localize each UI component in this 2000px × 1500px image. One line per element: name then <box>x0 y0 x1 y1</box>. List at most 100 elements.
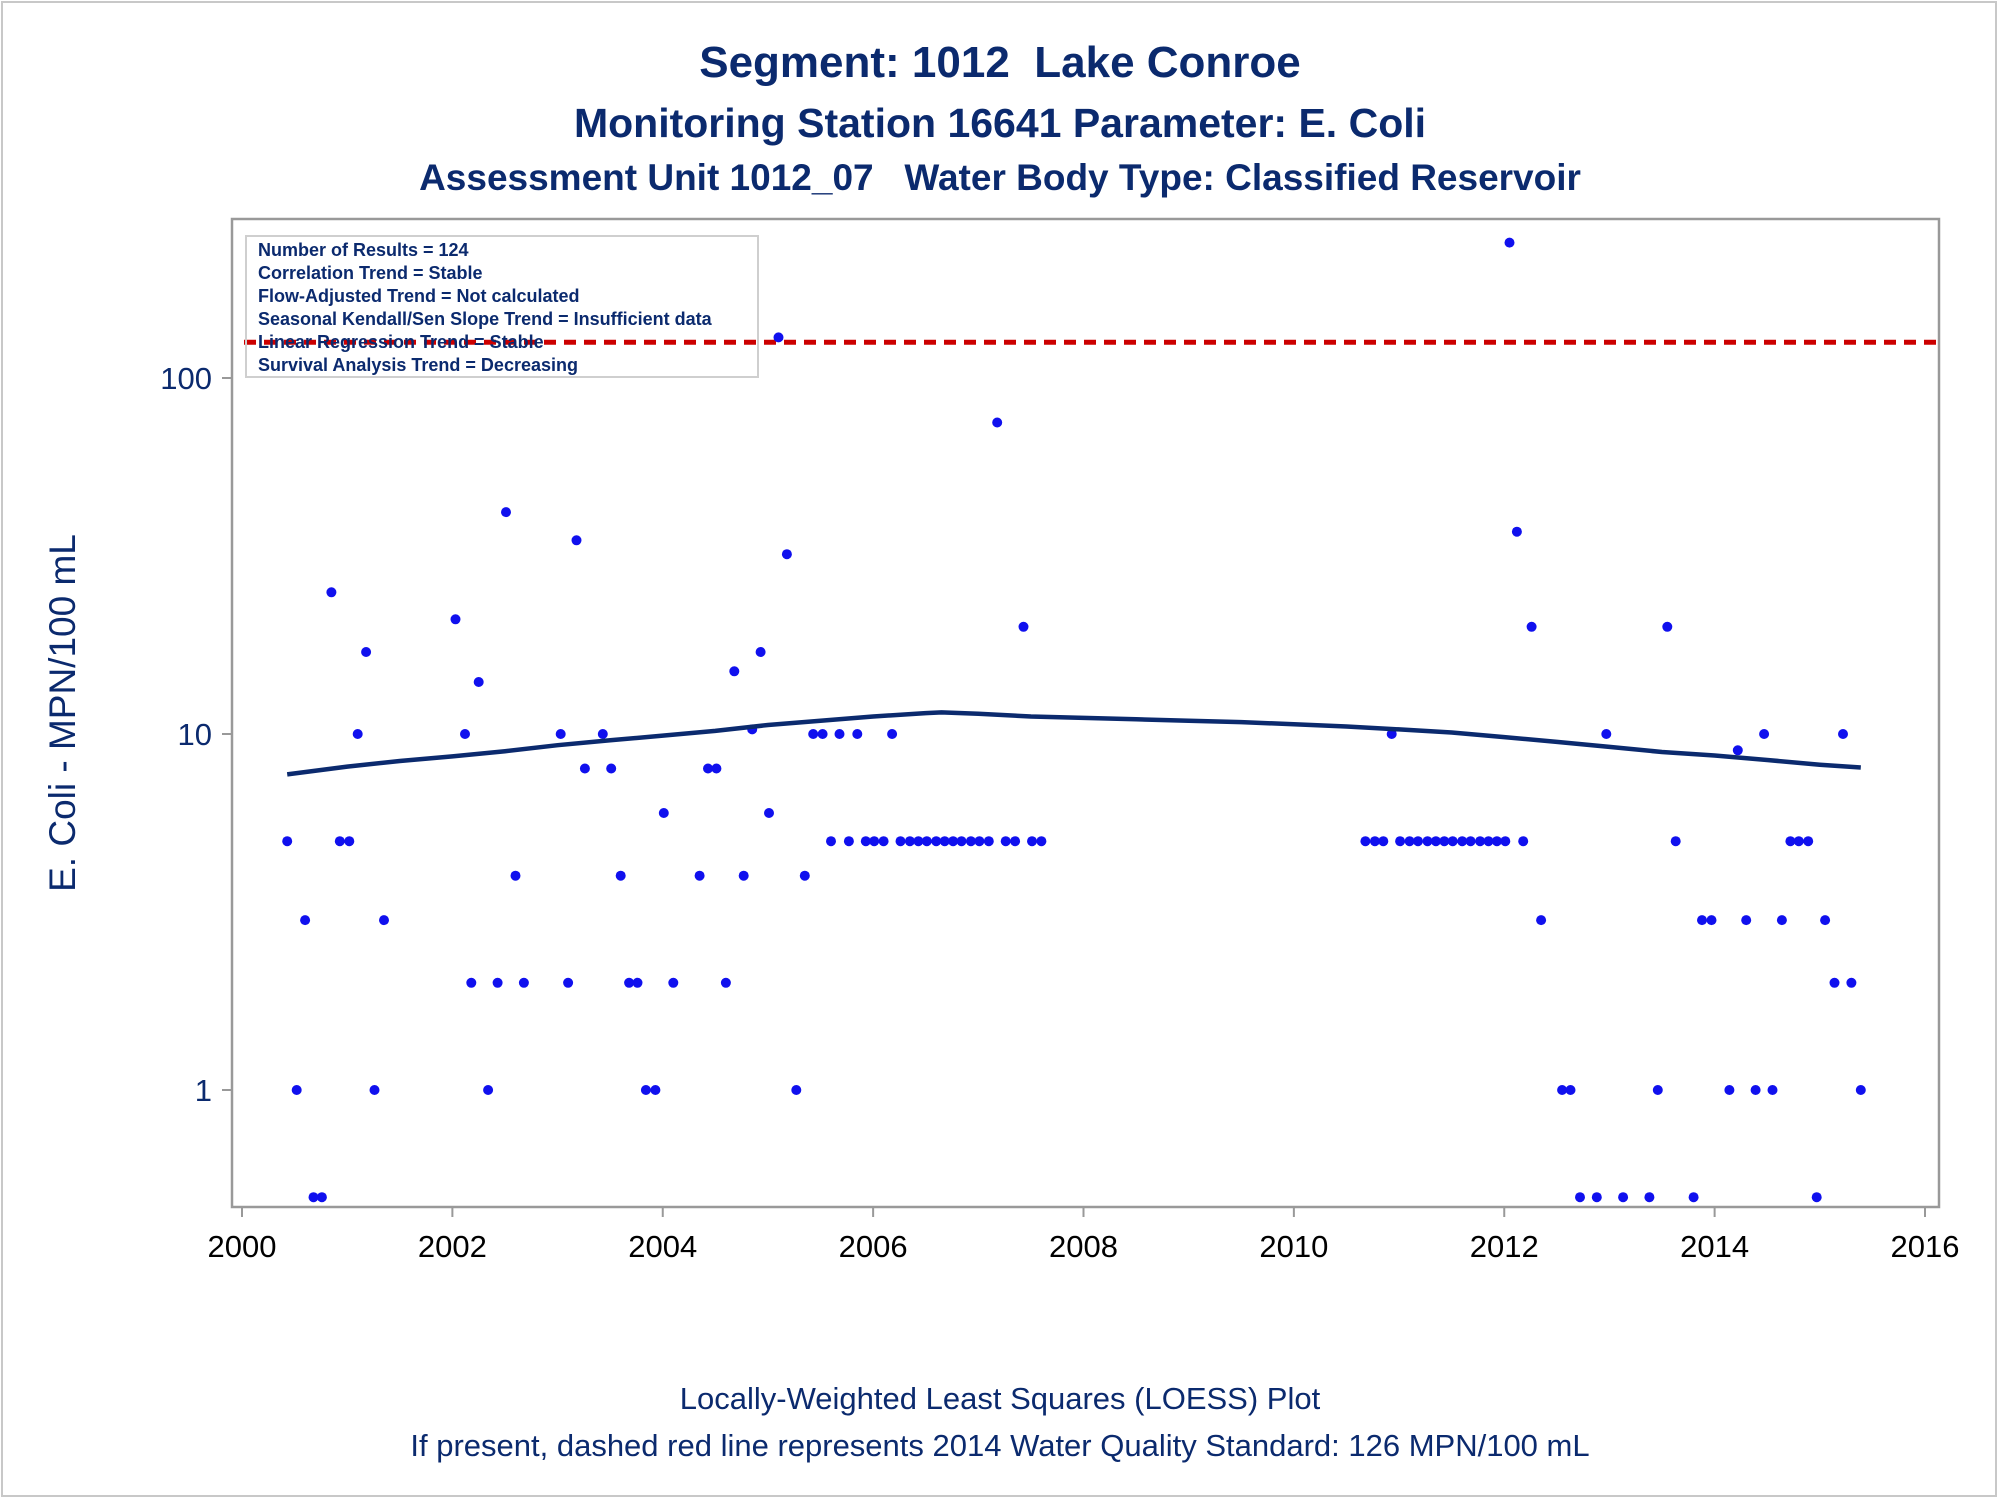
data-point <box>703 763 713 774</box>
data-point <box>1644 1192 1655 1203</box>
data-point <box>1500 836 1511 847</box>
data-point <box>1601 729 1612 739</box>
data-point <box>965 836 976 847</box>
data-point <box>1652 1085 1663 1095</box>
data-point <box>518 977 529 988</box>
stats-box: Number of Results = 124 Correlation Tren… <box>245 235 759 378</box>
x-tick-label: 2000 <box>208 1229 277 1264</box>
data-point <box>615 870 626 881</box>
data-point <box>1591 1192 1602 1203</box>
data-point <box>1846 977 1857 988</box>
data-point <box>1688 1192 1699 1203</box>
data-point <box>1838 729 1848 739</box>
data-point <box>1439 836 1450 847</box>
data-point <box>720 977 731 988</box>
data-point <box>1010 836 1021 847</box>
data-point <box>913 836 924 847</box>
x-tick-label: 2006 <box>839 1229 908 1264</box>
data-point <box>1732 745 1743 756</box>
data-point <box>1000 836 1011 847</box>
data-point <box>1855 1085 1866 1095</box>
data-point <box>852 729 863 739</box>
data-point <box>974 836 985 847</box>
data-point <box>483 1085 494 1095</box>
data-point <box>983 836 994 847</box>
x-tick-label: 2014 <box>1680 1229 1749 1264</box>
data-point <box>895 836 906 847</box>
data-point <box>466 977 477 988</box>
data-point <box>1536 915 1547 926</box>
data-point <box>1475 836 1486 847</box>
data-point <box>711 763 722 774</box>
data-point <box>361 647 372 657</box>
footnote-standard: If present, dashed red line represents 2… <box>410 1428 1590 1463</box>
data-point <box>791 1085 802 1095</box>
data-point <box>860 836 871 847</box>
data-point <box>300 915 311 926</box>
data-point <box>1829 977 1840 988</box>
y-tick-label: 100 <box>160 361 212 396</box>
data-point <box>369 1085 380 1095</box>
plot-area <box>230 217 1941 1209</box>
data-point <box>658 808 669 818</box>
data-point <box>1575 1192 1585 1203</box>
stat-survival-analysis-trend: Survival Analysis Trend = Decreasing <box>258 355 578 375</box>
data-point <box>817 729 828 739</box>
data-point <box>773 332 784 343</box>
data-point <box>1483 836 1494 847</box>
data-point <box>1670 836 1681 847</box>
data-point <box>624 977 635 988</box>
data-point <box>834 729 845 739</box>
data-point <box>1820 915 1831 926</box>
stats-box-border <box>245 235 759 378</box>
stat-correlation-trend: Correlation Trend = Stable <box>258 263 483 283</box>
x-tick-label: 2008 <box>1049 1229 1118 1264</box>
data-point <box>579 763 590 774</box>
data-point <box>1750 1085 1761 1095</box>
data-point <box>843 836 854 847</box>
data-point <box>764 808 774 818</box>
stat-flow-adjusted-trend: Flow-Adjusted Trend = Not calculated <box>258 286 580 306</box>
data-point <box>887 729 898 739</box>
data-point <box>501 507 511 518</box>
data-point <box>1378 836 1389 847</box>
data-point <box>826 836 836 847</box>
stat-number-of-results: Number of Results = 124 <box>258 240 469 260</box>
data-point <box>808 729 819 739</box>
data-point <box>1465 836 1476 847</box>
data-point <box>450 614 461 625</box>
x-tick-label: 2016 <box>1891 1229 1960 1264</box>
data-point <box>1557 1085 1568 1095</box>
chart-title: Segment: 1012 Lake Conroe <box>699 38 1301 87</box>
data-point <box>1018 621 1029 632</box>
data-point <box>291 1085 302 1095</box>
data-point <box>379 915 389 926</box>
data-point <box>729 666 740 677</box>
data-point <box>1741 915 1752 926</box>
data-point <box>1430 836 1441 847</box>
data-point <box>1036 836 1047 847</box>
data-point <box>1369 836 1380 847</box>
data-point <box>597 729 608 739</box>
data-point <box>563 977 574 988</box>
x-tick-label: 2002 <box>418 1229 487 1264</box>
x-tick-label: 2012 <box>1470 1229 1539 1264</box>
data-point <box>555 729 566 739</box>
data-point <box>904 836 915 847</box>
data-point <box>1404 836 1415 847</box>
data-point <box>1511 526 1522 537</box>
data-point <box>1706 915 1717 926</box>
data-point <box>1776 915 1787 926</box>
data-point <box>344 836 355 847</box>
data-point <box>1618 1192 1629 1203</box>
data-point <box>1027 836 1037 847</box>
data-point <box>1518 836 1529 847</box>
data-point <box>282 836 293 847</box>
data-point <box>1395 836 1406 847</box>
data-point <box>510 870 521 881</box>
data-point <box>640 1085 651 1095</box>
data-point <box>956 836 967 847</box>
data-point <box>1662 621 1673 632</box>
